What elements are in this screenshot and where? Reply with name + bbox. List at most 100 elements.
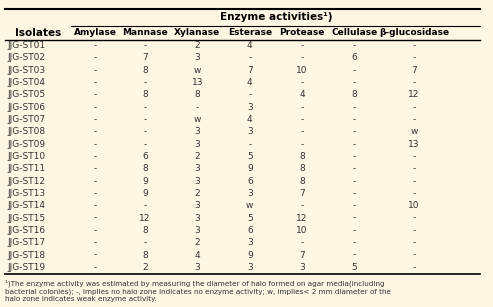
Text: -: -	[94, 53, 97, 63]
Text: 4: 4	[247, 115, 252, 124]
Text: 8: 8	[142, 164, 148, 173]
Text: -: -	[300, 238, 304, 247]
Text: -: -	[94, 115, 97, 124]
Text: 6: 6	[247, 226, 252, 235]
Text: -: -	[353, 189, 356, 198]
Text: -: -	[143, 41, 147, 50]
Text: 3: 3	[247, 127, 252, 136]
Text: 7: 7	[411, 66, 417, 75]
Text: -: -	[353, 103, 356, 112]
Text: -: -	[94, 251, 97, 259]
Text: 2: 2	[195, 189, 200, 198]
Text: Cellulase: Cellulase	[331, 28, 378, 37]
Text: -: -	[300, 103, 304, 112]
Text: -: -	[94, 164, 97, 173]
Text: -: -	[300, 41, 304, 50]
Text: -: -	[412, 103, 416, 112]
Text: -: -	[143, 103, 147, 112]
FancyBboxPatch shape	[5, 9, 480, 277]
Text: JJG-ST01: JJG-ST01	[7, 41, 45, 50]
Text: -: -	[248, 140, 251, 149]
Text: -: -	[300, 78, 304, 87]
Text: 2: 2	[195, 41, 200, 50]
Text: JJG-ST18: JJG-ST18	[7, 251, 45, 259]
Text: 4: 4	[247, 78, 252, 87]
Text: JJG-ST13: JJG-ST13	[7, 189, 45, 198]
Text: 9: 9	[142, 189, 148, 198]
Text: -: -	[353, 115, 356, 124]
Text: 5: 5	[352, 263, 357, 272]
Text: 6: 6	[352, 53, 357, 63]
Text: 10: 10	[296, 66, 308, 75]
Text: -: -	[353, 78, 356, 87]
Text: w: w	[194, 115, 201, 124]
Text: 2: 2	[142, 263, 148, 272]
Text: 3: 3	[195, 214, 200, 223]
Text: 3: 3	[195, 263, 200, 272]
Text: 8: 8	[195, 91, 200, 99]
Text: -: -	[353, 177, 356, 186]
Text: β-glucosidase: β-glucosidase	[379, 28, 449, 37]
Text: Mannase: Mannase	[122, 28, 168, 37]
Text: -: -	[143, 140, 147, 149]
Text: 7: 7	[299, 189, 305, 198]
Text: -: -	[94, 103, 97, 112]
Text: JJG-ST19: JJG-ST19	[7, 263, 45, 272]
Text: JJG-ST03: JJG-ST03	[7, 66, 45, 75]
Text: 7: 7	[142, 53, 148, 63]
Text: Isolates: Isolates	[15, 28, 61, 38]
Text: 8: 8	[299, 152, 305, 161]
Text: -: -	[94, 263, 97, 272]
Text: 3: 3	[299, 263, 305, 272]
Text: JJG-ST08: JJG-ST08	[7, 127, 45, 136]
Text: JJG-ST17: JJG-ST17	[7, 238, 45, 247]
Text: 2: 2	[195, 152, 200, 161]
Text: -: -	[143, 201, 147, 210]
Text: -: -	[412, 189, 416, 198]
Text: 3: 3	[247, 103, 252, 112]
Text: Enzyme activities¹): Enzyme activities¹)	[220, 13, 332, 22]
Text: -: -	[94, 177, 97, 186]
Text: 12: 12	[296, 214, 308, 223]
Text: 8: 8	[352, 91, 357, 99]
Text: -: -	[412, 41, 416, 50]
Text: -: -	[94, 127, 97, 136]
Text: 5: 5	[247, 152, 252, 161]
Text: 3: 3	[195, 201, 200, 210]
Text: 3: 3	[195, 140, 200, 149]
Text: 4: 4	[195, 251, 200, 259]
Text: -: -	[143, 127, 147, 136]
Text: -: -	[196, 103, 199, 112]
Text: JJG-ST15: JJG-ST15	[7, 214, 45, 223]
Text: 13: 13	[192, 78, 203, 87]
Text: -: -	[412, 238, 416, 247]
Text: Protease: Protease	[280, 28, 325, 37]
Text: 3: 3	[195, 177, 200, 186]
Text: 5: 5	[247, 214, 252, 223]
Text: -: -	[94, 201, 97, 210]
Text: -: -	[412, 53, 416, 63]
Text: -: -	[300, 115, 304, 124]
Text: 8: 8	[299, 177, 305, 186]
Text: 3: 3	[195, 53, 200, 63]
Text: -: -	[94, 226, 97, 235]
Text: 8: 8	[299, 164, 305, 173]
Text: Xylanase: Xylanase	[175, 28, 220, 37]
Text: -: -	[94, 214, 97, 223]
Text: -: -	[412, 115, 416, 124]
Text: -: -	[353, 127, 356, 136]
Text: -: -	[300, 127, 304, 136]
Text: 8: 8	[142, 251, 148, 259]
Text: 8: 8	[142, 91, 148, 99]
Text: 7: 7	[247, 66, 252, 75]
Text: -: -	[353, 66, 356, 75]
Text: -: -	[248, 91, 251, 99]
Text: -: -	[353, 140, 356, 149]
Text: JJG-ST10: JJG-ST10	[7, 152, 45, 161]
Text: -: -	[300, 140, 304, 149]
Text: 12: 12	[408, 91, 420, 99]
Text: JJG-ST05: JJG-ST05	[7, 91, 45, 99]
Text: -: -	[94, 189, 97, 198]
Text: 6: 6	[247, 177, 252, 186]
Text: -: -	[353, 201, 356, 210]
